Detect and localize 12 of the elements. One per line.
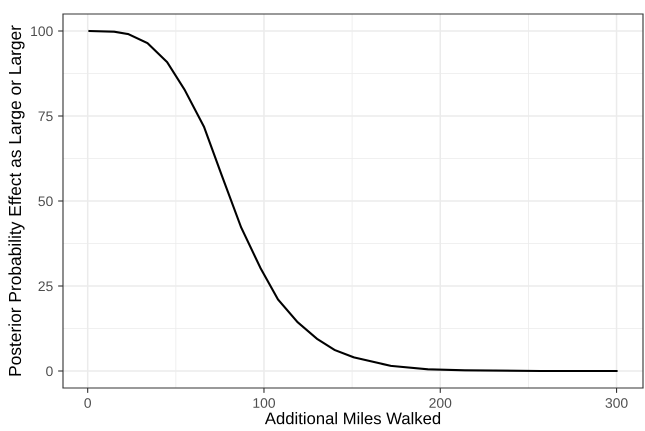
y-tick-label: 25 (38, 281, 53, 292)
x-tick-label: 0 (84, 398, 91, 408)
x-tick-label: 100 (253, 398, 276, 408)
x-axis-title: Additional Miles Walked (264, 412, 440, 424)
y-tick-label: 100 (31, 26, 53, 36)
y-tick-label: 50 (38, 196, 53, 206)
x-tick-label: 200 (429, 398, 452, 408)
line-series (88, 30, 618, 372)
y-tick-label: 75 (38, 111, 53, 122)
y-tick-label: 0 (46, 366, 53, 376)
x-tick-label: 300 (606, 398, 628, 408)
y-axis-title: Posterior Probability Effect as Large or Larger (8, 25, 25, 376)
